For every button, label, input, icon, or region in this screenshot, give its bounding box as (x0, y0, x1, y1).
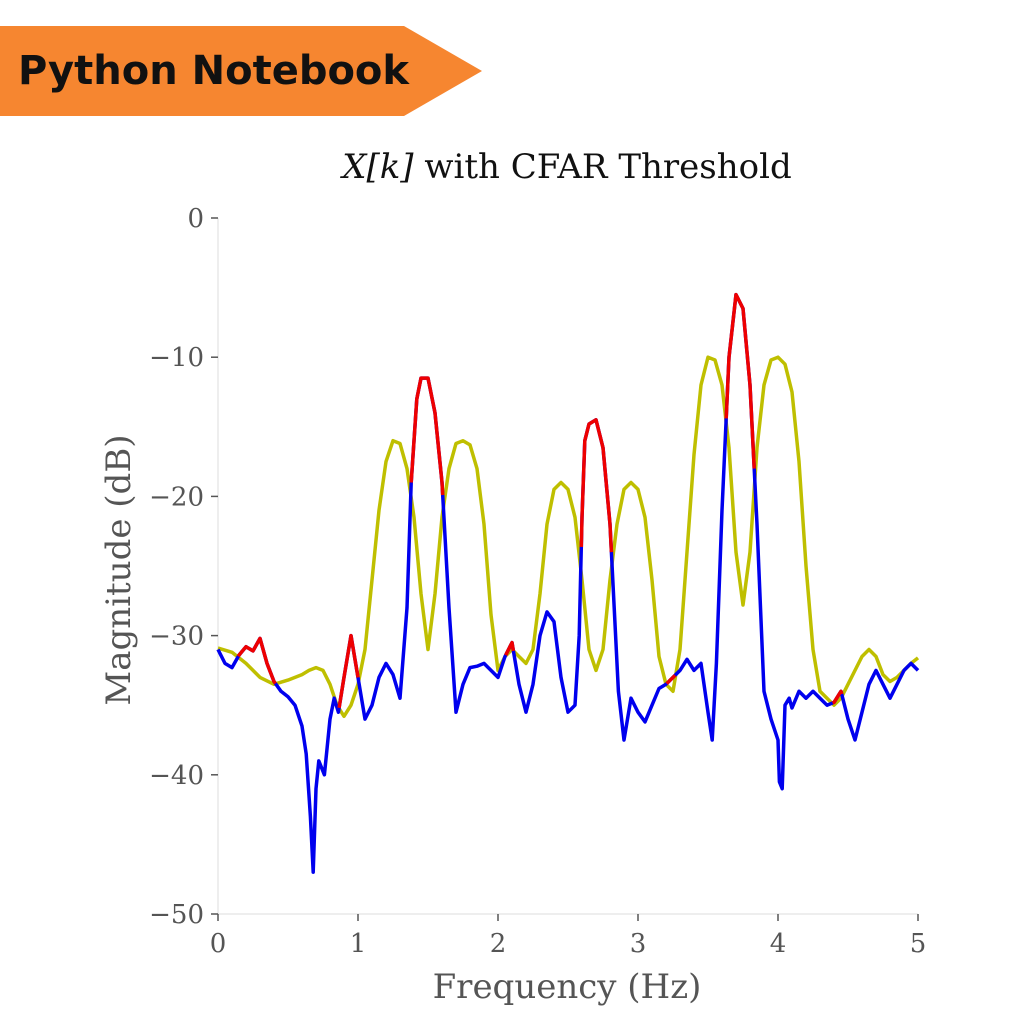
banner-label: Python Notebook (18, 48, 410, 94)
signal-magnitude-line (216, 292, 920, 874)
y-tick-label: −20 (149, 482, 204, 512)
x-tick-label: 3 (630, 929, 647, 959)
detection-segment (579, 418, 614, 553)
detection-segment (831, 689, 844, 705)
detection-segment (337, 633, 360, 709)
x-axis-label: Frequency (Hz) (433, 967, 702, 1007)
x-axis: 0 1 2 3 4 5 (210, 913, 927, 959)
y-tick-label: −30 (149, 622, 204, 652)
y-tick-label: −50 (149, 900, 204, 930)
chart-title-math: X[k] (339, 147, 414, 187)
y-axis-label: Magnitude (dB) (99, 434, 139, 705)
y-axis: 0 −10 −20 −30 −40 −50 (149, 204, 219, 930)
y-tick-label: 0 (187, 204, 204, 234)
detection-segment (724, 292, 756, 469)
x-tick-label: 1 (350, 929, 367, 959)
x-tick-label: 5 (910, 929, 927, 959)
detection-segment (409, 376, 445, 496)
chart-title-text: with CFAR Threshold (414, 147, 792, 187)
y-tick-label: −40 (149, 761, 204, 791)
banner-arrow-shape (0, 26, 482, 116)
cfar-threshold-line (217, 355, 920, 719)
detection-segment (504, 640, 516, 656)
x-tick-label: 0 (210, 929, 227, 959)
chart-title: X[k] with CFAR Threshold (339, 147, 792, 187)
detection-segment (665, 674, 677, 685)
detection-segment (236, 636, 277, 685)
y-tick-label: −10 (149, 343, 204, 373)
python-notebook-banner: Python Notebook (0, 26, 484, 116)
plot-area (216, 292, 920, 874)
x-tick-label: 2 (490, 929, 507, 959)
x-tick-label: 4 (770, 929, 787, 959)
